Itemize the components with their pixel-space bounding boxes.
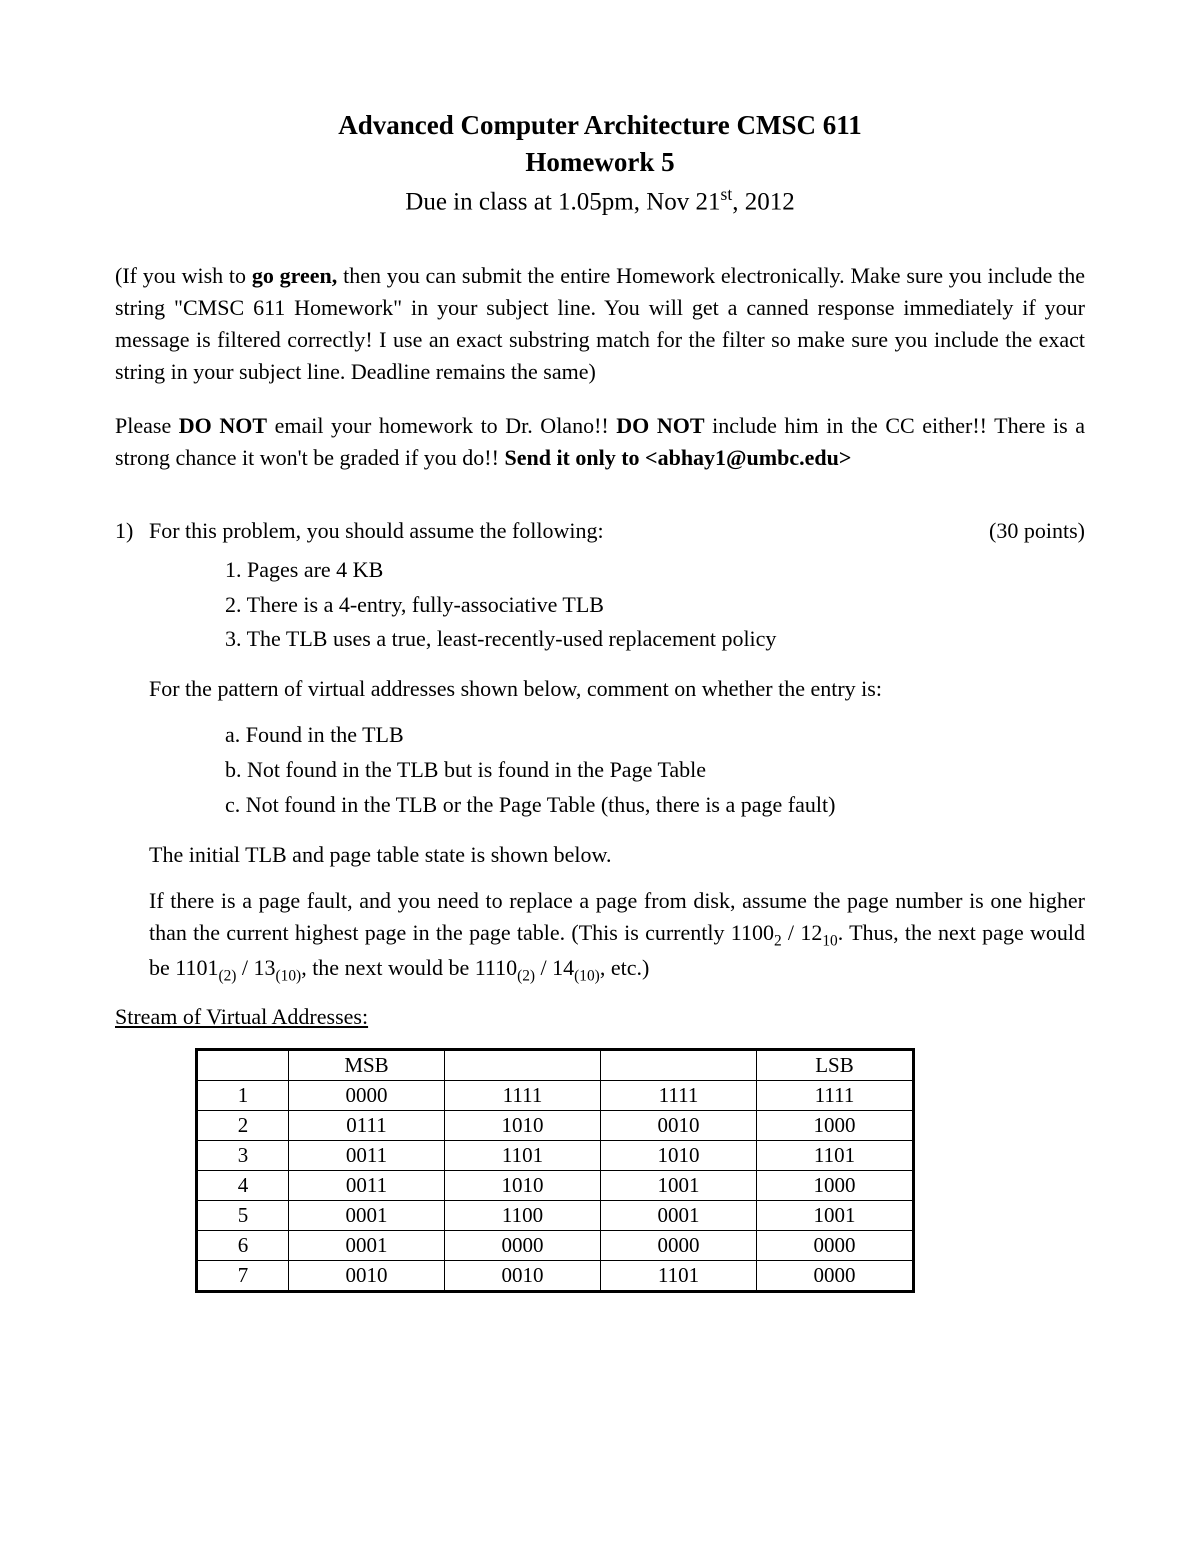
table-row: 2 0111 1010 0010 1000 xyxy=(197,1111,914,1141)
addr-cell: 1010 xyxy=(445,1171,601,1201)
question-stem: For this problem, you should assume the … xyxy=(149,518,604,543)
title-block: Advanced Computer Architecture CMSC 611 … xyxy=(115,110,1085,216)
pagefault-paragraph: If there is a page fault, and you need t… xyxy=(149,885,1085,988)
assumptions-list: 1. Pages are 4 KB 2. There is a 4-entry,… xyxy=(225,554,1085,656)
addr-cell: 1101 xyxy=(445,1141,601,1171)
row-index: 3 xyxy=(197,1141,289,1171)
table-row: 6 0001 0000 0000 0000 xyxy=(197,1231,914,1261)
table-header-row: MSB LSB xyxy=(197,1050,914,1081)
header-cell-msb: MSB xyxy=(289,1050,445,1081)
table-row: 7 0010 0010 1101 0000 xyxy=(197,1261,914,1292)
do-not-paragraph: Please DO NOT email your homework to Dr.… xyxy=(115,410,1085,474)
stream-heading: Stream of Virtual Addresses: xyxy=(115,1004,1085,1030)
addr-cell: 1001 xyxy=(757,1201,914,1231)
abc-item: a. Found in the TLB xyxy=(225,719,1085,751)
abc-item: c. Not found in the TLB or the Page Tabl… xyxy=(225,789,1085,821)
addr-cell: 1001 xyxy=(601,1171,757,1201)
pattern-intro: For the pattern of virtual addresses sho… xyxy=(149,673,1085,705)
table-row: 3 0011 1101 1010 1101 xyxy=(197,1141,914,1171)
address-table: MSB LSB 1 0000 1111 1111 1111 2 0111 101… xyxy=(195,1048,915,1293)
go-green-paragraph: (If you wish to go green, then you can s… xyxy=(115,260,1085,388)
assumption-item: 1. Pages are 4 KB xyxy=(225,554,1085,586)
addr-cell: 0010 xyxy=(445,1261,601,1292)
addr-cell: 0000 xyxy=(757,1261,914,1292)
question-number: 1) xyxy=(115,518,149,544)
question-points: (30 points) xyxy=(989,518,1085,544)
addr-cell: 0001 xyxy=(289,1231,445,1261)
abc-item: b. Not found in the TLB but is found in … xyxy=(225,754,1085,786)
addr-cell: 0001 xyxy=(601,1201,757,1231)
addr-cell: 0111 xyxy=(289,1111,445,1141)
addr-cell: 0000 xyxy=(289,1081,445,1111)
row-index: 6 xyxy=(197,1231,289,1261)
addr-cell: 0011 xyxy=(289,1171,445,1201)
course-title: Advanced Computer Architecture CMSC 611 xyxy=(115,110,1085,141)
addr-cell: 1000 xyxy=(757,1111,914,1141)
addr-cell: 1000 xyxy=(757,1171,914,1201)
header-cell xyxy=(445,1050,601,1081)
addr-cell: 1010 xyxy=(445,1111,601,1141)
addr-cell: 1111 xyxy=(445,1081,601,1111)
table-row: 1 0000 1111 1111 1111 xyxy=(197,1081,914,1111)
addr-cell: 1111 xyxy=(601,1081,757,1111)
addr-cell: 0010 xyxy=(601,1111,757,1141)
addr-cell: 0000 xyxy=(601,1231,757,1261)
row-index: 7 xyxy=(197,1261,289,1292)
row-index: 1 xyxy=(197,1081,289,1111)
header-cell-lsb: LSB xyxy=(757,1050,914,1081)
addr-cell: 0001 xyxy=(289,1201,445,1231)
addr-cell: 1111 xyxy=(757,1081,914,1111)
assumption-item: 3. The TLB uses a true, least-recently-u… xyxy=(225,623,1085,655)
homework-title: Homework 5 xyxy=(115,147,1085,178)
header-cell xyxy=(601,1050,757,1081)
question-1-header: 1)For this problem, you should assume th… xyxy=(115,518,1085,544)
due-line: Due in class at 1.05pm, Nov 21st, 2012 xyxy=(115,184,1085,216)
address-table-wrapper: MSB LSB 1 0000 1111 1111 1111 2 0111 101… xyxy=(195,1048,1085,1293)
addr-cell: 0010 xyxy=(289,1261,445,1292)
addr-cell: 0011 xyxy=(289,1141,445,1171)
addr-cell: 1010 xyxy=(601,1141,757,1171)
row-index: 5 xyxy=(197,1201,289,1231)
addr-cell: 0000 xyxy=(445,1231,601,1261)
row-index: 2 xyxy=(197,1111,289,1141)
table-row: 4 0011 1010 1001 1000 xyxy=(197,1171,914,1201)
row-index: 4 xyxy=(197,1171,289,1201)
document-page: Advanced Computer Architecture CMSC 611 … xyxy=(0,0,1200,1553)
addr-cell: 1101 xyxy=(757,1141,914,1171)
table-row: 5 0001 1100 0001 1001 xyxy=(197,1201,914,1231)
addr-cell: 1100 xyxy=(445,1201,601,1231)
assumption-item: 2. There is a 4-entry, fully-associative… xyxy=(225,589,1085,621)
header-cell xyxy=(197,1050,289,1081)
addr-cell: 1101 xyxy=(601,1261,757,1292)
abc-list: a. Found in the TLB b. Not found in the … xyxy=(225,719,1085,821)
initial-state-text: The initial TLB and page table state is … xyxy=(149,839,1085,871)
addr-cell: 0000 xyxy=(757,1231,914,1261)
